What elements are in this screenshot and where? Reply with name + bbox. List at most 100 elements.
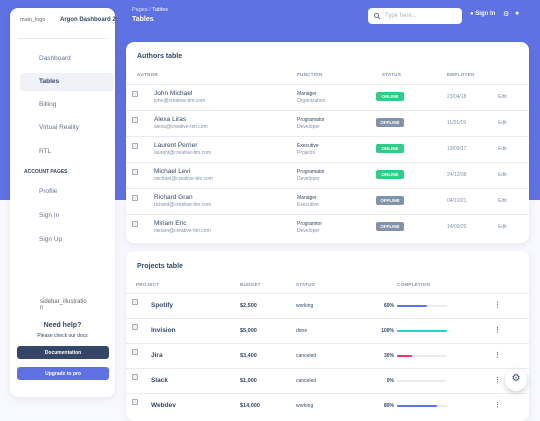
employed-date: 04/10/21 (447, 198, 467, 204)
completion-label: 30% (383, 353, 394, 359)
nav-item[interactable]: Virtual Reality (39, 124, 79, 131)
edit-link[interactable]: Edit (498, 146, 507, 152)
completion-label: 60% (383, 303, 394, 309)
completion-label: 100% (381, 328, 394, 334)
completion-label: 0% (386, 378, 394, 384)
column-header: FUNCTION (297, 72, 323, 77)
page: main_logo Argon Dashboard 2 ACCOUNT PAGE… (0, 0, 540, 409)
author-email: laurent@creative-tim.com (154, 150, 212, 156)
project-status: done (296, 328, 308, 334)
progress-bar (397, 330, 447, 332)
function-role: Manager (297, 91, 317, 97)
page-title: Tables (132, 16, 154, 23)
status-badge: ONLINE (376, 144, 404, 153)
project-name: Webdev (151, 402, 176, 409)
row-menu[interactable]: ⋮ (494, 377, 501, 384)
nav-item[interactable]: Profile (39, 188, 58, 195)
edit-link[interactable]: Edit (498, 198, 507, 204)
project-status: canceled (296, 378, 317, 384)
config-button[interactable]: ⚙ (505, 369, 527, 391)
settings-icon[interactable]: ⚙ (503, 11, 510, 18)
author-email: miriam@creative-tim.com (154, 228, 211, 234)
author-name: Miriam Eric (154, 220, 187, 227)
row-menu[interactable]: ⋮ (494, 352, 501, 359)
function-dept: Developer (297, 124, 320, 130)
budget: $2,500 (240, 303, 257, 309)
avatar (132, 195, 138, 201)
completion-label: 80% (383, 403, 394, 409)
author-name: Richard Gran (154, 194, 193, 201)
crumb: Tables (152, 7, 169, 13)
column-header: PROJECT (136, 282, 160, 287)
nav-item[interactable]: Billing (39, 101, 57, 108)
nav-item[interactable]: RTL (39, 148, 52, 155)
illustration-alt: sidebar_illustration (40, 299, 87, 311)
edit-link[interactable]: Edit (498, 224, 507, 230)
nav-item[interactable]: Sign Up (39, 236, 63, 243)
crumb-sep: / (149, 7, 151, 13)
project-name: Slack (151, 377, 168, 384)
employed-date: 23/04/18 (447, 94, 467, 100)
help-text: Please check our docs (37, 333, 88, 339)
function-dept: Organization (297, 98, 326, 104)
author-name: Alexa Liras (154, 116, 187, 123)
sign-in-text: Sign In (475, 11, 496, 17)
sidebar: main_logo Argon Dashboard 2 ACCOUNT PAGE… (10, 8, 116, 397)
edit-link[interactable]: Edit (498, 120, 507, 126)
edit-link[interactable]: Edit (498, 94, 507, 100)
progress-track (397, 355, 447, 357)
row-menu[interactable]: ⋮ (494, 402, 501, 409)
status-badge: OFFLINE (376, 196, 404, 205)
status-badge: ONLINE (376, 170, 404, 179)
avatar (132, 91, 138, 97)
bell-icon[interactable]: ● (515, 10, 520, 17)
project-status: working (296, 303, 314, 309)
authors-card: Authors table AUTHOR FUNCTION STATUS EMPLOY… (126, 42, 529, 243)
row-divider (126, 293, 529, 294)
row-divider (126, 188, 529, 189)
nav-item[interactable]: Sign In (39, 212, 60, 219)
budget: $5,000 (240, 328, 257, 334)
row-divider (126, 343, 529, 344)
progress-bar (397, 405, 437, 407)
row-divider (126, 84, 529, 85)
card-title: Projects table (137, 263, 183, 270)
row-divider (126, 110, 529, 111)
row-divider (126, 318, 529, 319)
placeholder: Type here... (385, 13, 417, 19)
status-badge: ONLINE (376, 92, 404, 101)
row-menu[interactable]: ⋮ (494, 302, 501, 309)
progress-track (397, 380, 447, 382)
row-divider (126, 162, 529, 163)
sign-in[interactable]: ● Sign In (470, 11, 496, 17)
function-role: Programator (297, 117, 325, 123)
function-dept: Projects (297, 150, 316, 156)
author-email: john@creative-tim.com (154, 98, 206, 104)
row-divider (126, 393, 529, 394)
nav-item[interactable]: Tables (20, 73, 114, 91)
nav-item[interactable]: Dashboard (39, 55, 71, 62)
author-name: John Michael (154, 90, 193, 97)
row-menu[interactable]: ⋮ (494, 327, 501, 334)
project-name: Spotify (151, 302, 174, 309)
employed-date: 24/12/08 (447, 172, 467, 178)
column-header: STATUS (296, 282, 316, 287)
upgrade-button[interactable]: Upgrade to pro (17, 367, 109, 380)
project-logo (132, 374, 138, 380)
function-role: Programtor (297, 221, 323, 227)
author-email: alexa@creative-tim.com (154, 124, 208, 130)
function-dept: Executive (297, 202, 319, 208)
function-role: Executive (297, 143, 319, 149)
edit-link[interactable]: Edit (498, 172, 507, 178)
function-dept: Developer (297, 176, 320, 182)
crumb[interactable]: Pages (132, 7, 148, 13)
progress-bar (397, 305, 427, 307)
search-input[interactable]: Type here... (368, 8, 462, 24)
avatar (132, 143, 138, 149)
docs-button[interactable]: Documentation (17, 346, 109, 359)
project-logo (132, 399, 138, 405)
function-role: Programator (297, 169, 325, 175)
project-logo (132, 324, 138, 330)
brand: Argon Dashboard 2 (60, 17, 116, 23)
avatar (132, 117, 138, 123)
